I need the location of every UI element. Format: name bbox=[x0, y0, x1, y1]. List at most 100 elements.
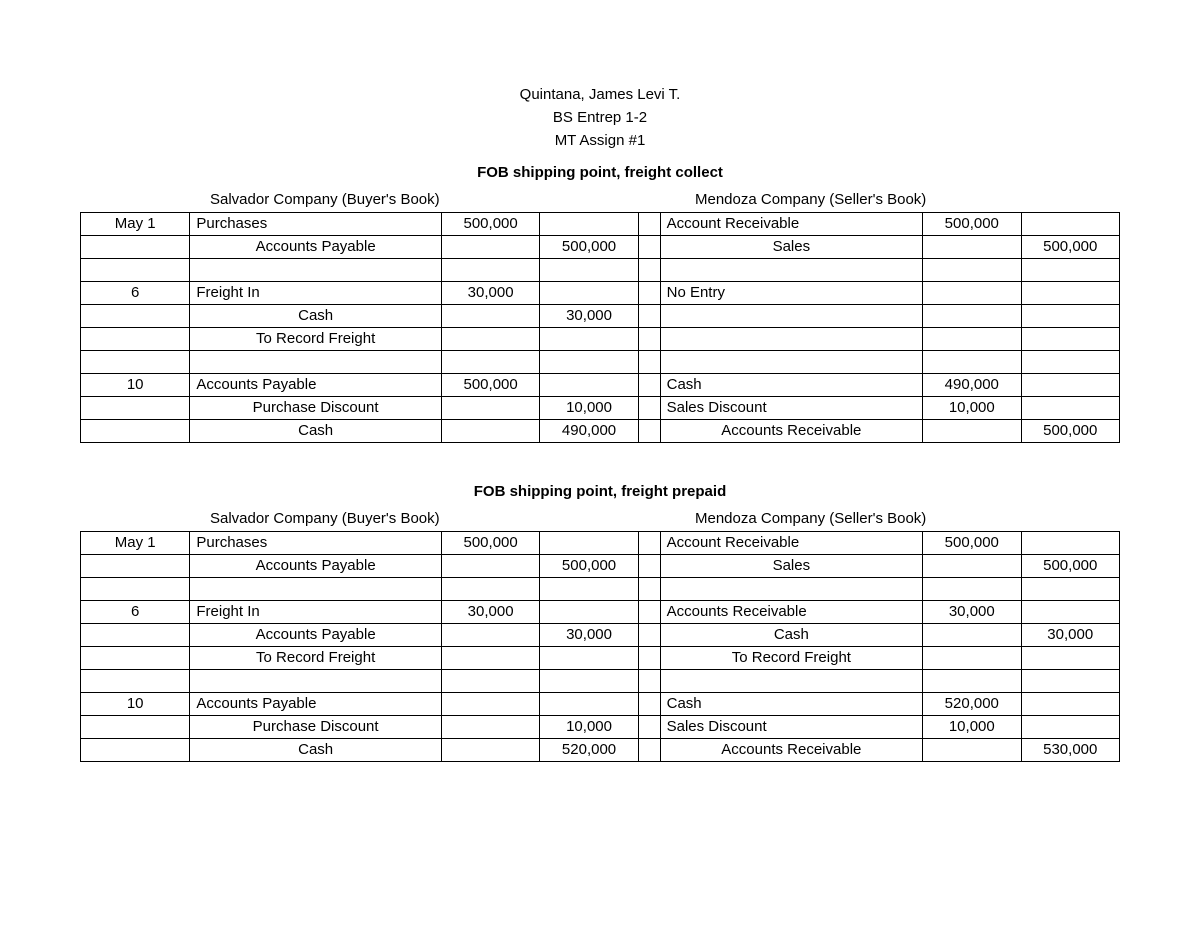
cell bbox=[81, 739, 190, 762]
cell bbox=[638, 420, 660, 443]
cell: 500,000 bbox=[923, 213, 1021, 236]
cell bbox=[81, 397, 190, 420]
table-row: To Record Freight bbox=[81, 328, 1120, 351]
cell bbox=[190, 670, 442, 693]
table-row: Cash490,000Accounts Receivable500,000 bbox=[81, 420, 1120, 443]
cell: 520,000 bbox=[540, 739, 638, 762]
cell: Cash bbox=[660, 693, 922, 716]
cell: Purchases bbox=[190, 213, 442, 236]
table-row: May 1Purchases500,000Account Receivable5… bbox=[81, 532, 1120, 555]
cell: 30,000 bbox=[923, 601, 1021, 624]
cell bbox=[540, 282, 638, 305]
cell bbox=[1021, 213, 1120, 236]
cell bbox=[638, 601, 660, 624]
cell bbox=[190, 259, 442, 282]
cell: 10,000 bbox=[923, 397, 1021, 420]
document-header: Quintana, James Levi T. BS Entrep 1-2 MT… bbox=[50, 86, 1150, 149]
cell bbox=[923, 351, 1021, 374]
cell bbox=[923, 236, 1021, 259]
cell: 500,000 bbox=[441, 374, 539, 397]
book-labels: Salvador Company (Buyer's Book) Mendoza … bbox=[50, 191, 1150, 208]
cell bbox=[660, 670, 922, 693]
cell: 6 bbox=[81, 282, 190, 305]
seller-book-label: Mendoza Company (Seller's Book) bbox=[605, 191, 1090, 208]
assignment: MT Assign #1 bbox=[50, 132, 1150, 149]
cell bbox=[441, 716, 539, 739]
cell bbox=[923, 739, 1021, 762]
cell bbox=[190, 351, 442, 374]
cell: Purchase Discount bbox=[190, 716, 442, 739]
cell bbox=[1021, 647, 1120, 670]
cell: Purchase Discount bbox=[190, 397, 442, 420]
cell bbox=[540, 351, 638, 374]
cell bbox=[81, 555, 190, 578]
seller-book-label: Mendoza Company (Seller's Book) bbox=[605, 510, 1090, 527]
cell bbox=[923, 305, 1021, 328]
cell: 10,000 bbox=[540, 397, 638, 420]
cell bbox=[1021, 532, 1120, 555]
table-row: Cash520,000Accounts Receivable530,000 bbox=[81, 739, 1120, 762]
cell: 30,000 bbox=[441, 601, 539, 624]
section-fob-collect: FOB shipping point, freight collect Salv… bbox=[50, 164, 1150, 443]
cell bbox=[638, 532, 660, 555]
cell bbox=[638, 351, 660, 374]
section-title: FOB shipping point, freight collect bbox=[50, 164, 1150, 181]
cell bbox=[441, 578, 539, 601]
cell bbox=[923, 282, 1021, 305]
cell bbox=[638, 693, 660, 716]
cell bbox=[638, 397, 660, 420]
cell bbox=[660, 259, 922, 282]
table-row: 6Freight In30,000No Entry bbox=[81, 282, 1120, 305]
cell bbox=[638, 647, 660, 670]
cell: 530,000 bbox=[1021, 739, 1120, 762]
cell: Cash bbox=[190, 420, 442, 443]
cell bbox=[1021, 693, 1120, 716]
cell: Accounts Payable bbox=[190, 555, 442, 578]
cell bbox=[441, 397, 539, 420]
cell bbox=[441, 328, 539, 351]
cell bbox=[540, 693, 638, 716]
cell bbox=[81, 259, 190, 282]
cell bbox=[638, 739, 660, 762]
cell bbox=[81, 624, 190, 647]
cell bbox=[660, 351, 922, 374]
cell bbox=[540, 259, 638, 282]
cell bbox=[81, 420, 190, 443]
cell: Account Receivable bbox=[660, 532, 922, 555]
cell: 6 bbox=[81, 601, 190, 624]
cell: To Record Freight bbox=[190, 647, 442, 670]
cell bbox=[638, 236, 660, 259]
cell bbox=[638, 670, 660, 693]
cell: 500,000 bbox=[1021, 555, 1120, 578]
table-row bbox=[81, 670, 1120, 693]
cell: May 1 bbox=[81, 213, 190, 236]
table-row: Accounts Payable30,000Cash30,000 bbox=[81, 624, 1120, 647]
cell bbox=[660, 578, 922, 601]
cell: May 1 bbox=[81, 532, 190, 555]
cell bbox=[638, 578, 660, 601]
cell bbox=[638, 624, 660, 647]
cell bbox=[660, 328, 922, 351]
cell: 500,000 bbox=[923, 532, 1021, 555]
cell bbox=[923, 647, 1021, 670]
cell bbox=[441, 305, 539, 328]
cell: 500,000 bbox=[441, 213, 539, 236]
cell: To Record Freight bbox=[660, 647, 922, 670]
table-row bbox=[81, 259, 1120, 282]
cell bbox=[441, 555, 539, 578]
cell: To Record Freight bbox=[190, 328, 442, 351]
cell bbox=[1021, 259, 1120, 282]
cell bbox=[1021, 578, 1120, 601]
cell: Cash bbox=[190, 739, 442, 762]
table-row bbox=[81, 578, 1120, 601]
cell bbox=[923, 624, 1021, 647]
cell bbox=[540, 647, 638, 670]
cell bbox=[81, 305, 190, 328]
cell: Sales Discount bbox=[660, 397, 922, 420]
cell bbox=[1021, 670, 1120, 693]
cell: Sales Discount bbox=[660, 716, 922, 739]
cell bbox=[441, 420, 539, 443]
cell bbox=[441, 351, 539, 374]
cell bbox=[540, 328, 638, 351]
cell: 30,000 bbox=[540, 624, 638, 647]
